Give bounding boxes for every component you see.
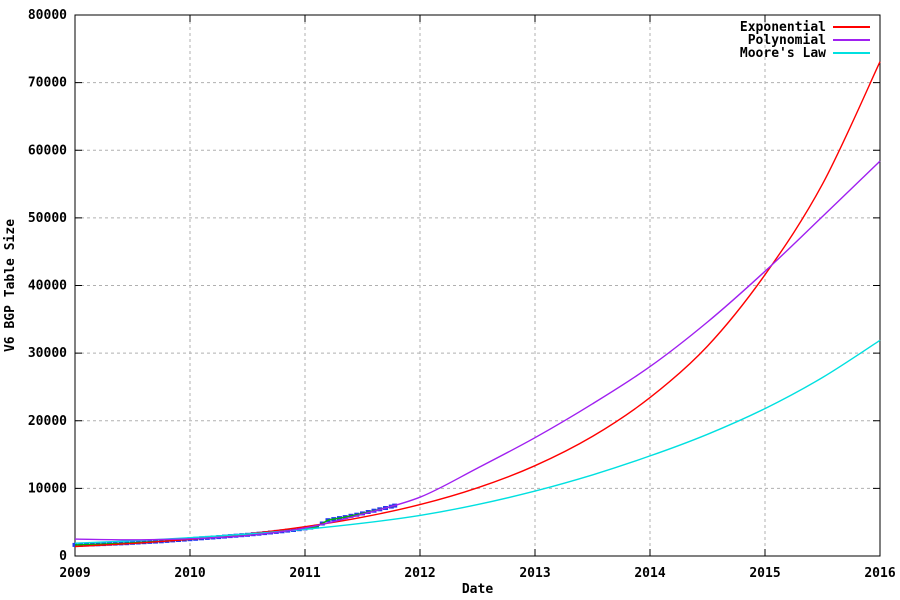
x-tick-label: 2014 — [634, 566, 665, 581]
x-tick-label: 2015 — [749, 566, 780, 581]
legend-entry-polynomial: Polynomial — [748, 33, 870, 48]
gridlines — [75, 15, 880, 556]
series-line-moore-s-law — [74, 339, 881, 544]
legend-entry-exponential: Exponential — [740, 20, 870, 35]
x-tick-label: 2016 — [864, 566, 895, 581]
series-line-polynomial — [74, 160, 881, 541]
axis-tick-labels: 2009 2010 2011 2012 2013 2014 2015 2016 0 10000 20… — [28, 8, 896, 581]
legend-label: Polynomial — [748, 33, 826, 48]
plot-border — [74, 14, 881, 557]
y-tick-label: 10000 — [28, 481, 67, 496]
legend-label: Moore's Law — [740, 46, 826, 61]
y-tick-label: 20000 — [28, 414, 67, 429]
y-tick-label: 50000 — [28, 211, 67, 226]
y-tick-label: 60000 — [28, 143, 67, 158]
y-tick-label: 0 — [59, 549, 67, 564]
x-tick-label: 2013 — [519, 566, 550, 581]
y-tick-label: 80000 — [28, 8, 67, 23]
y-tick-label: 40000 — [28, 279, 67, 294]
x-tick-label: 2011 — [289, 566, 320, 581]
x-tick-label: 2009 — [59, 566, 90, 581]
x-tick-label: 2012 — [404, 566, 435, 581]
y-tick-label: 70000 — [28, 76, 67, 91]
y-axis-label: V6 BGP Table Size — [3, 219, 18, 352]
y-tick-label: 30000 — [28, 346, 67, 361]
legend-label: Exponential — [740, 20, 826, 35]
series-line-exponential — [74, 61, 881, 548]
legend-entry-moore-s-law: Moore's Law — [740, 46, 870, 61]
x-axis-label: Date — [462, 582, 493, 597]
x-tick-label: 2010 — [174, 566, 205, 581]
